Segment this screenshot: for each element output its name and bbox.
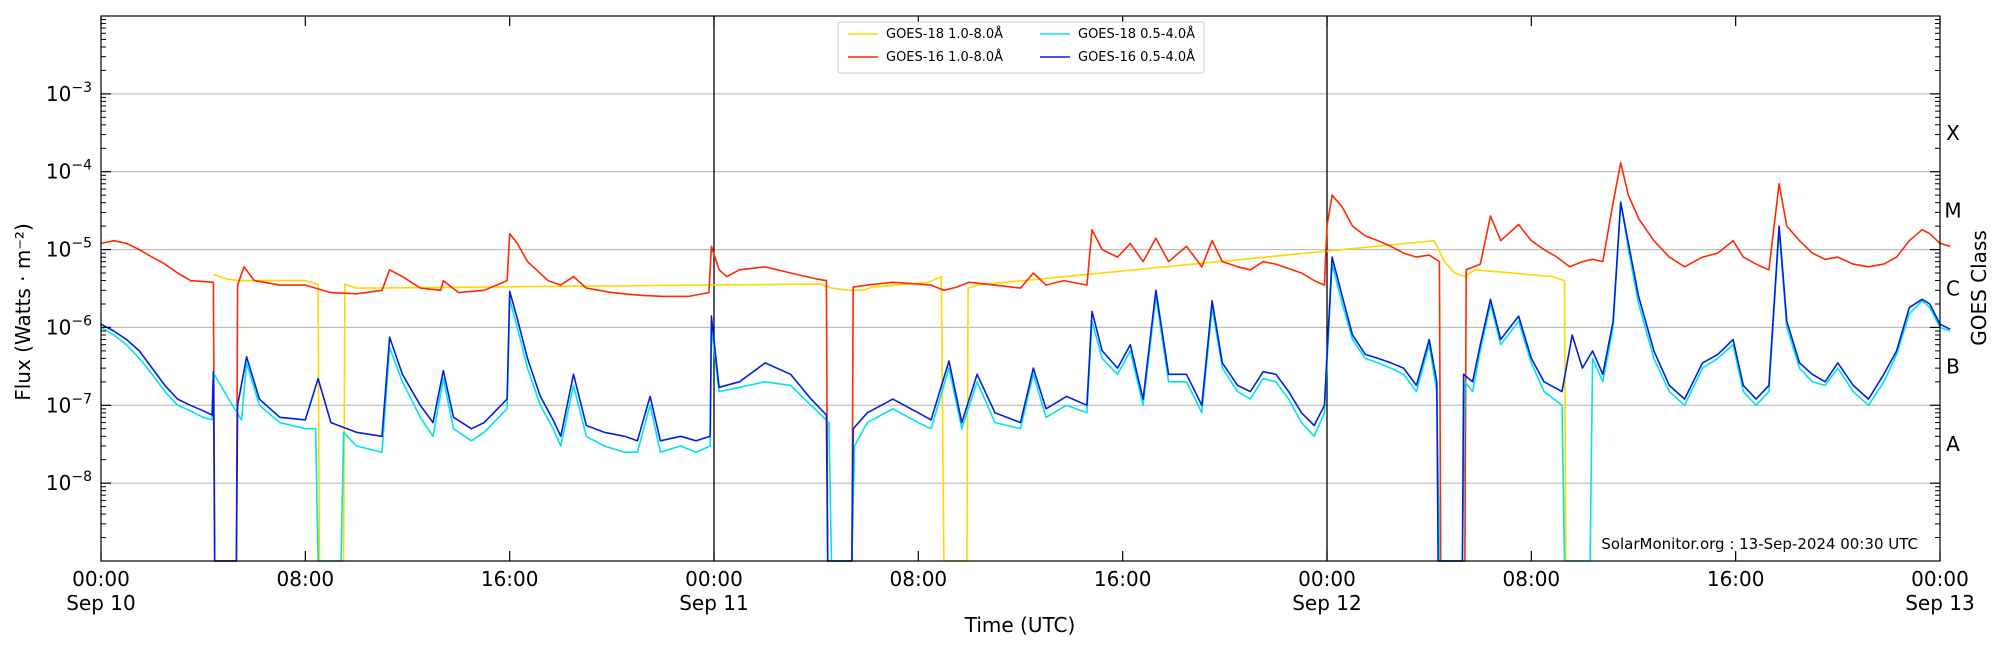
x-tick-date-label: Sep 11 xyxy=(679,591,749,615)
series-line xyxy=(213,239,1567,562)
goes-class-label: C xyxy=(1946,277,1960,301)
x-tick-label: 00:00 xyxy=(72,567,130,591)
x-tick-label: 08:00 xyxy=(1503,567,1561,591)
x-tick-label: 16:00 xyxy=(481,567,539,591)
legend-label: GOES-16 0.5-4.0Å xyxy=(1078,49,1195,65)
x-tick-date-label: Sep 10 xyxy=(66,591,136,615)
grid-lines xyxy=(101,93,1940,484)
goes-class-label: A xyxy=(1946,432,1960,456)
x-tick-date-label: Sep 12 xyxy=(1292,591,1362,615)
goes-class-label: X xyxy=(1946,121,1960,145)
x-tick-label: 16:00 xyxy=(1094,567,1152,591)
series-line xyxy=(100,162,1951,562)
y-axis-label: Flux (Watts · m⁻²) xyxy=(11,223,35,401)
series-line xyxy=(100,200,1951,562)
x-tick-label: 00:00 xyxy=(1298,567,1356,591)
y-tick-label: 10−7 xyxy=(46,391,92,417)
goes-class-label: M xyxy=(1944,199,1961,223)
y-tick-label: 10−6 xyxy=(46,313,92,339)
x-axis-label: Time (UTC) xyxy=(964,613,1076,637)
goes-class-label: B xyxy=(1946,354,1960,378)
y-tick-label: 10−5 xyxy=(46,236,92,262)
y-tick-label: 10−8 xyxy=(46,469,92,495)
x-tick-label: 00:00 xyxy=(1911,567,1969,591)
series-line xyxy=(100,201,1951,562)
legend-box xyxy=(837,21,1205,74)
x-tick-label: 00:00 xyxy=(685,567,743,591)
x-tick-date-label: Sep 13 xyxy=(1905,591,1975,615)
legend-label: GOES-18 0.5-4.0Å xyxy=(1078,26,1195,42)
y-tick-label: 10−3 xyxy=(46,80,92,106)
goes-class-axis-label: GOES Class xyxy=(1967,230,1991,346)
y-tick-label: 10−4 xyxy=(46,158,92,184)
x-tick-label: 16:00 xyxy=(1707,567,1765,591)
goes-class-labels: A B C M X xyxy=(1944,121,1961,456)
flux-series xyxy=(100,162,1951,562)
legend: GOES-18 1.0-8.0Å GOES-16 1.0-8.0Å GOES-18 … xyxy=(837,21,1205,74)
legend-label: GOES-16 1.0-8.0Å xyxy=(886,49,1003,65)
legend-label: GOES-18 1.0-8.0Å xyxy=(886,26,1003,42)
x-tick-label: 08:00 xyxy=(890,567,948,591)
y-axis-ticks: 10−8 10−7 10−6 10−5 10−4 10−3 xyxy=(46,19,1940,539)
x-tick-label: 08:00 xyxy=(277,567,335,591)
day-boundary-lines xyxy=(713,16,1328,561)
plot-frame xyxy=(100,15,1941,562)
credit-text: SolarMonitor.org : 13-Sep-2024 00:30 UTC xyxy=(1601,535,1918,553)
